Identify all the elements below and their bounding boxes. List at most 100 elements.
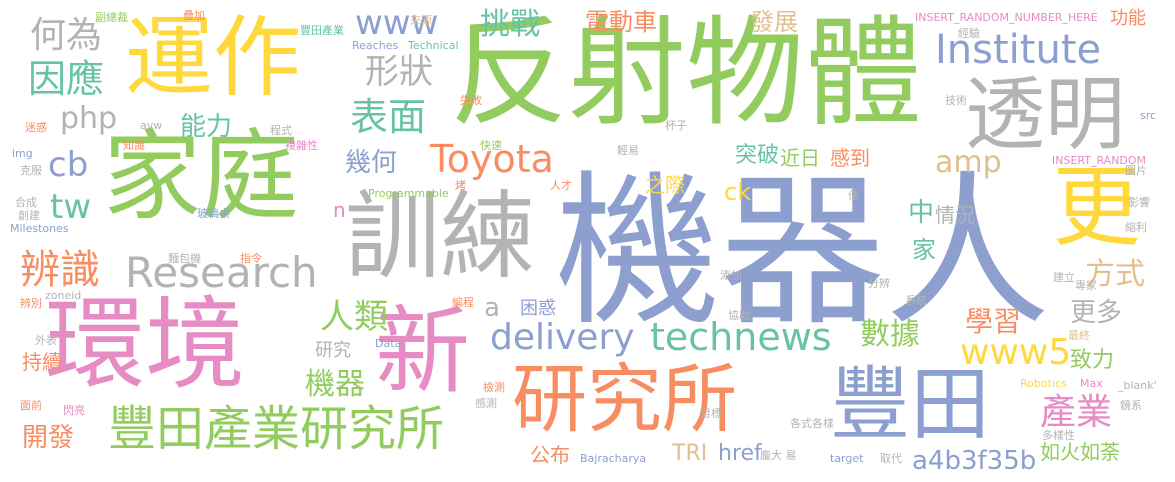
word-amp: amp [935,145,1002,180]
word-yanjiu: 研究 [315,340,351,361]
word-jiating: 家庭 [103,120,300,234]
word-jingxi: 鏡系 [1120,399,1142,412]
word-mianqian: 面前 [20,399,42,412]
word-geng: 更 [1038,160,1141,248]
word-mubiao: 目標 [700,407,722,420]
word-img: img [12,147,33,160]
word-gandao: 感到 [830,146,870,170]
word-xiezhu: 協助 [728,309,750,322]
word-gezhong: 各式各樣 [790,417,834,430]
word-chixu: 持續 [22,350,62,374]
word-reaches: Reaches [352,39,399,52]
word-target: target [830,452,864,465]
word-duoyangxing: 多樣性 [1042,429,1075,442]
word-boli: 玻璃桌 [197,207,230,220]
word-bian: 便 [848,189,859,202]
word-waibiao: 外表 [35,334,57,347]
word-avw: avw [140,119,163,132]
word-zhiji: 之際 [645,173,685,197]
word-fenbian: 分辨 [868,277,890,290]
word-ruhuoturu: 如火如荼 [1040,440,1120,464]
word-a: a [484,293,500,323]
word-milestones: Milestones [10,222,69,235]
word-fazhan: 發展 [750,8,798,36]
word-kaifa: 開發 [22,423,75,453]
word-tupian: 圖片 [1125,164,1147,177]
word-bianbie: 辨別 [20,297,42,310]
word-xuexi: 學習 [965,305,1022,338]
word-jishu: 技術 [945,94,967,107]
word-href: href [718,441,762,466]
word-tiaozhan: 挑戰 [480,7,540,42]
word-chuangjian: 創建 [18,209,40,222]
word-xin: 新 [375,297,471,407]
word-pangda: 龐大 易 [760,449,797,462]
word-laiyuan: 來源 [410,14,432,27]
word-yunzuo: 運作 [125,6,302,109]
word-suofang: 縮利 [1125,221,1147,234]
word-data: Data [375,337,402,350]
word-tupo: 突破 [735,143,780,168]
word-shuju: 數據 [860,317,920,352]
word-robotics: Robotics [1020,377,1067,390]
word-bianchen: 編程 [452,296,474,309]
word-jiqi: 機器 [305,367,365,402]
word-nengli: 能力 [180,112,233,142]
word-jia: 家 [912,236,936,264]
word-toyota: Toyota [430,137,554,181]
word-research: Research [125,248,318,297]
word-rencai: 人才 [550,179,572,192]
word-yingxiang: 影響 [1128,196,1150,209]
word-yinying: 因應 [28,57,105,101]
word-chanye: 產業 [1040,392,1113,433]
word-fengtian: 豐田 [830,358,990,451]
word-mishi: 迷惑 [25,121,47,134]
word-hash: a4b3f35b [912,446,1037,476]
word-shanliang: 閃亮 [63,404,85,417]
word-shibai: 失敗 [460,94,482,107]
word-n: n [333,198,346,222]
word-jiqiren: 機器人 [555,156,1050,348]
word-bianshi: 辨識 [20,247,100,293]
word-toumin: 透明 [965,68,1125,161]
word-zuizhong: 最終 [1068,329,1090,342]
word-fanshewuti: 反射物體 [450,4,923,142]
word-ck: ck [724,178,752,206]
word-qudai: 取代 [880,452,902,465]
word-fengtianchanye: 豐田產業 [300,24,344,37]
word-kao: 烤 [455,179,466,192]
word-kunhuo: 困惑 [520,298,556,319]
word-zoneid: zoneid [45,289,82,302]
word-xunlian: 訓練 [345,182,536,292]
word-biaomian: 表面 [350,95,427,139]
word-tw: tw [50,187,92,227]
word-kuaisu: 快速 [480,139,502,152]
word-delivery: delivery [490,317,635,358]
word-jinri: 近日 [780,146,820,170]
word-gengduo: 更多 [1070,298,1123,328]
word-zhili: 致力 [1070,348,1115,373]
word-shengjiyuan: 副總裁 [95,11,128,24]
word-renlei: 人類 [320,297,388,337]
word-diejia: 疊加 [183,9,205,22]
word-cb: cb [48,145,89,185]
word-mianbao: 麵包機 [168,252,201,265]
word-yanjiusuo: 研究所 [512,355,738,443]
word-www5: www5 [960,332,1072,373]
word-hecheng: 合成 [15,196,37,209]
word-jihe: 幾何 [345,148,398,178]
word-beizi: 杯子 [665,119,687,132]
word-fuzaxing: 複雜性 [285,139,318,152]
word-xitong: 系統 [905,294,927,307]
word-insert-random2: INSERT_RANDOM [1052,154,1147,167]
word-tri: TRI [672,441,708,466]
word-gongbu: 公布 [530,443,570,467]
word-kefu: 克服 [20,164,42,177]
word-jiance: 檢測 [483,381,505,394]
word-tianjia: 添加 [720,269,742,282]
word-jingli: 經驗 [958,27,980,40]
word-huanjing: 環境 [45,286,245,403]
word-gongneng: 功能 [1110,8,1146,29]
word-zhuanjia: 專家 [1075,279,1097,292]
